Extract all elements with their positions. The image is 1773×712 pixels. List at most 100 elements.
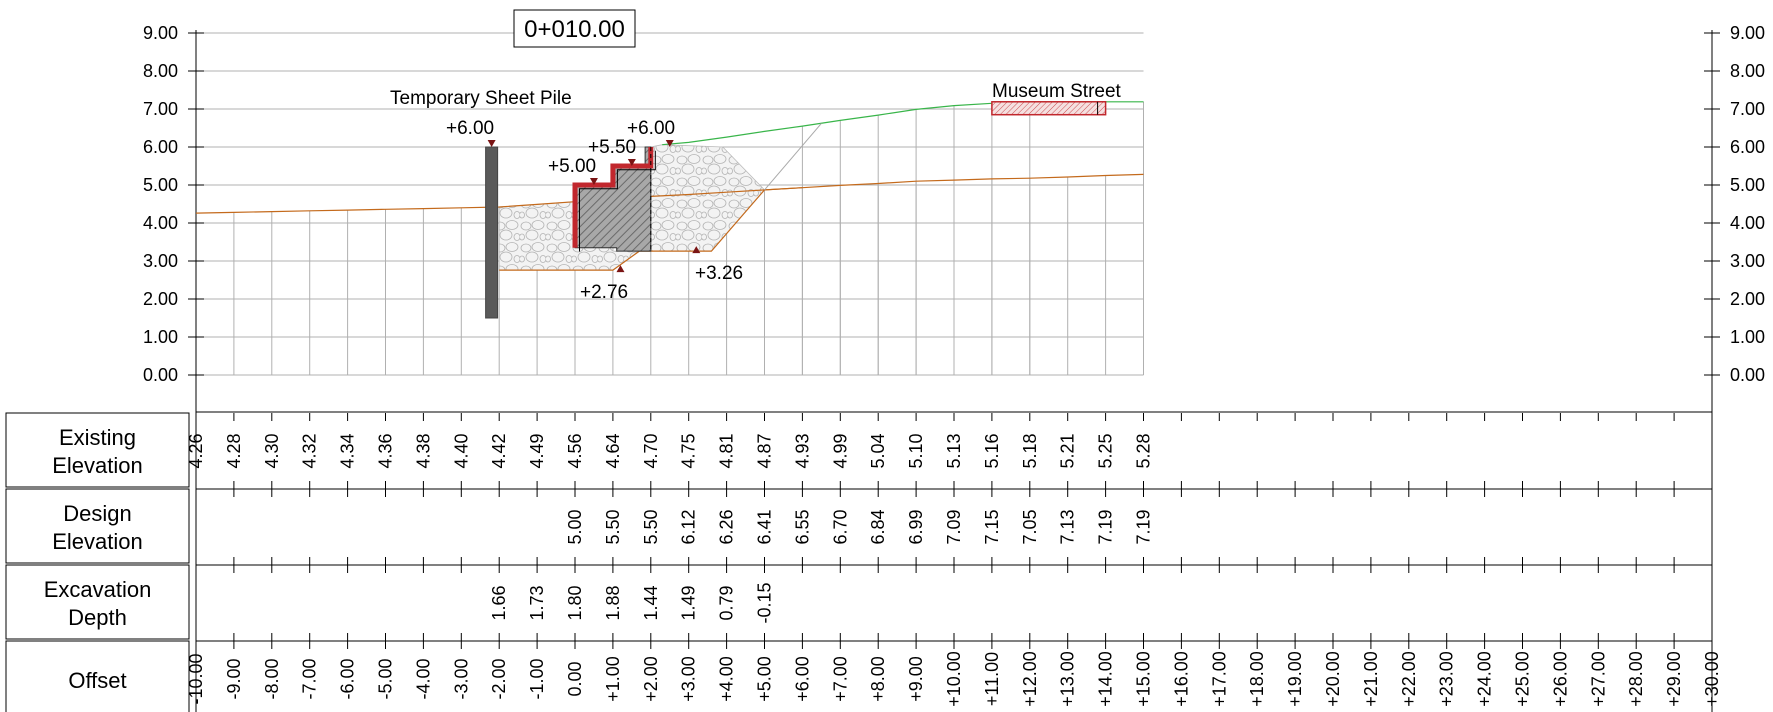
- table-value: +17.00: [1209, 651, 1229, 707]
- right-axis-label: 8.00: [1730, 61, 1765, 81]
- table-value: -2.00: [489, 658, 509, 699]
- right-axis-label: 0.00: [1730, 365, 1765, 385]
- table-value: 4.34: [338, 433, 358, 468]
- left-axis-label: 4.00: [143, 213, 178, 233]
- left-axis-label: 8.00: [143, 61, 178, 81]
- table-value: 7.09: [944, 509, 964, 544]
- table-value: -4.00: [413, 658, 433, 699]
- table-value: 5.10: [906, 433, 926, 468]
- table-value: +7.00: [830, 656, 850, 702]
- table-value: +5.00: [755, 656, 775, 702]
- table-value: 4.81: [717, 433, 737, 468]
- table-value: -6.00: [338, 658, 358, 699]
- table-value: +21.00: [1361, 651, 1381, 707]
- table-value: 4.26: [186, 433, 206, 468]
- bottom-left-label: +2.76: [580, 282, 628, 303]
- table-value: 6.26: [717, 509, 737, 544]
- table-value: 5.00: [565, 509, 585, 544]
- row-label-line1: Design: [63, 501, 131, 526]
- annotation-labels: 0+010.00 Temporary Sheet Pile Museum Str…: [390, 9, 1122, 303]
- table-value: 0.00: [565, 661, 585, 696]
- table-value: -5.00: [376, 658, 396, 699]
- table-value: +19.00: [1285, 651, 1305, 707]
- table-value: 6.41: [755, 509, 775, 544]
- excavation-line: [499, 187, 803, 271]
- right-axis-label: 7.00: [1730, 99, 1765, 119]
- table-value: 5.04: [868, 433, 888, 468]
- table-value: 6.12: [679, 509, 699, 544]
- row-label-box: [5, 640, 190, 712]
- table-value: +3.00: [679, 656, 699, 702]
- table-value: +9.00: [906, 656, 926, 702]
- street-pavement: [991, 101, 1107, 116]
- structures: [485, 101, 1107, 319]
- bottom-right-label: +3.26: [695, 263, 743, 284]
- table-value: 6.70: [830, 509, 850, 544]
- table-value: +12.00: [1020, 651, 1040, 707]
- table-value: 6.55: [792, 509, 812, 544]
- table-value: +18.00: [1247, 651, 1267, 707]
- table-value: -9.00: [224, 658, 244, 699]
- table-value: 4.56: [565, 433, 585, 468]
- temporary-sheet-pile: [485, 146, 499, 319]
- table-value: +11.00: [982, 652, 1002, 706]
- elevation-axes: 9.00 9.00 8.00 8.00 7.00 7.00 6.00 6.00 5.00 5.00…: [143, 23, 1765, 412]
- right-axis-label: 3.00: [1730, 251, 1765, 271]
- table-value: +6.00: [792, 656, 812, 702]
- table-value: +15.00: [1134, 651, 1154, 707]
- table-value: 6.99: [906, 509, 926, 544]
- table-value: 7.15: [982, 509, 1002, 544]
- table-value: 1.49: [679, 585, 699, 620]
- table-value: -1.00: [527, 658, 547, 699]
- table-value: 4.28: [224, 433, 244, 468]
- table-value: 4.38: [413, 433, 433, 468]
- data-table: Existing Elevation 4.26 4.28 4.30 4.32 4.34 4.3…: [5, 411, 1722, 712]
- sheet-pile-label: Temporary Sheet Pile: [390, 88, 572, 109]
- table-value: -10.00: [186, 653, 206, 704]
- table-value: 7.19: [1096, 509, 1116, 544]
- right-axis-label: 2.00: [1730, 289, 1765, 309]
- table-value: 4.64: [603, 433, 623, 468]
- row-label-line1: Offset: [68, 668, 126, 693]
- table-value: 5.25: [1096, 433, 1116, 468]
- table-value: 5.16: [982, 433, 1002, 468]
- table-value: +26.00: [1550, 651, 1570, 707]
- row-label-box: [5, 412, 190, 488]
- table-value: 1.88: [603, 585, 623, 620]
- table-value: +14.00: [1096, 651, 1116, 707]
- table-value: 4.30: [262, 433, 282, 468]
- table-value: +29.00: [1664, 651, 1684, 707]
- existing-ground-line: [195, 173, 1144, 214]
- table-value: 4.32: [300, 433, 320, 468]
- right-axis-label: 9.00: [1730, 23, 1765, 43]
- table-value: +25.00: [1513, 651, 1533, 707]
- table-value: +16.00: [1171, 651, 1191, 707]
- row-label-box: [5, 564, 190, 640]
- slope-guide-line: [764, 123, 822, 191]
- table-value: 5.13: [944, 433, 964, 468]
- table-value: +24.00: [1475, 651, 1495, 707]
- left-axis-label: 2.00: [143, 289, 178, 309]
- station-label-box: [513, 9, 636, 48]
- table-value: 1.44: [641, 585, 661, 620]
- elevation-markers: [487, 140, 701, 273]
- table-value: 4.42: [489, 433, 509, 468]
- table-value: 4.87: [755, 433, 775, 468]
- table-value: 6.84: [868, 509, 888, 544]
- left-axis-label: 6.00: [143, 137, 178, 157]
- right-axis-label: 1.00: [1730, 327, 1765, 347]
- table-value: +30.00: [1702, 651, 1722, 707]
- sheet-pile-top-label: +6.00: [446, 118, 494, 139]
- table-value: +22.00: [1399, 651, 1419, 707]
- table-value: 7.19: [1134, 509, 1154, 544]
- left-axis-label: 7.00: [143, 99, 178, 119]
- table-value: 4.75: [679, 433, 699, 468]
- left-axis-label: 5.00: [143, 175, 178, 195]
- table-value: 4.40: [451, 433, 471, 468]
- table-value: 1.73: [527, 585, 547, 620]
- table-value: -8.00: [262, 658, 282, 699]
- right-axis-label: 6.00: [1730, 137, 1765, 157]
- row-label-line1: Excavation: [44, 577, 152, 602]
- table-value: +20.00: [1323, 651, 1343, 707]
